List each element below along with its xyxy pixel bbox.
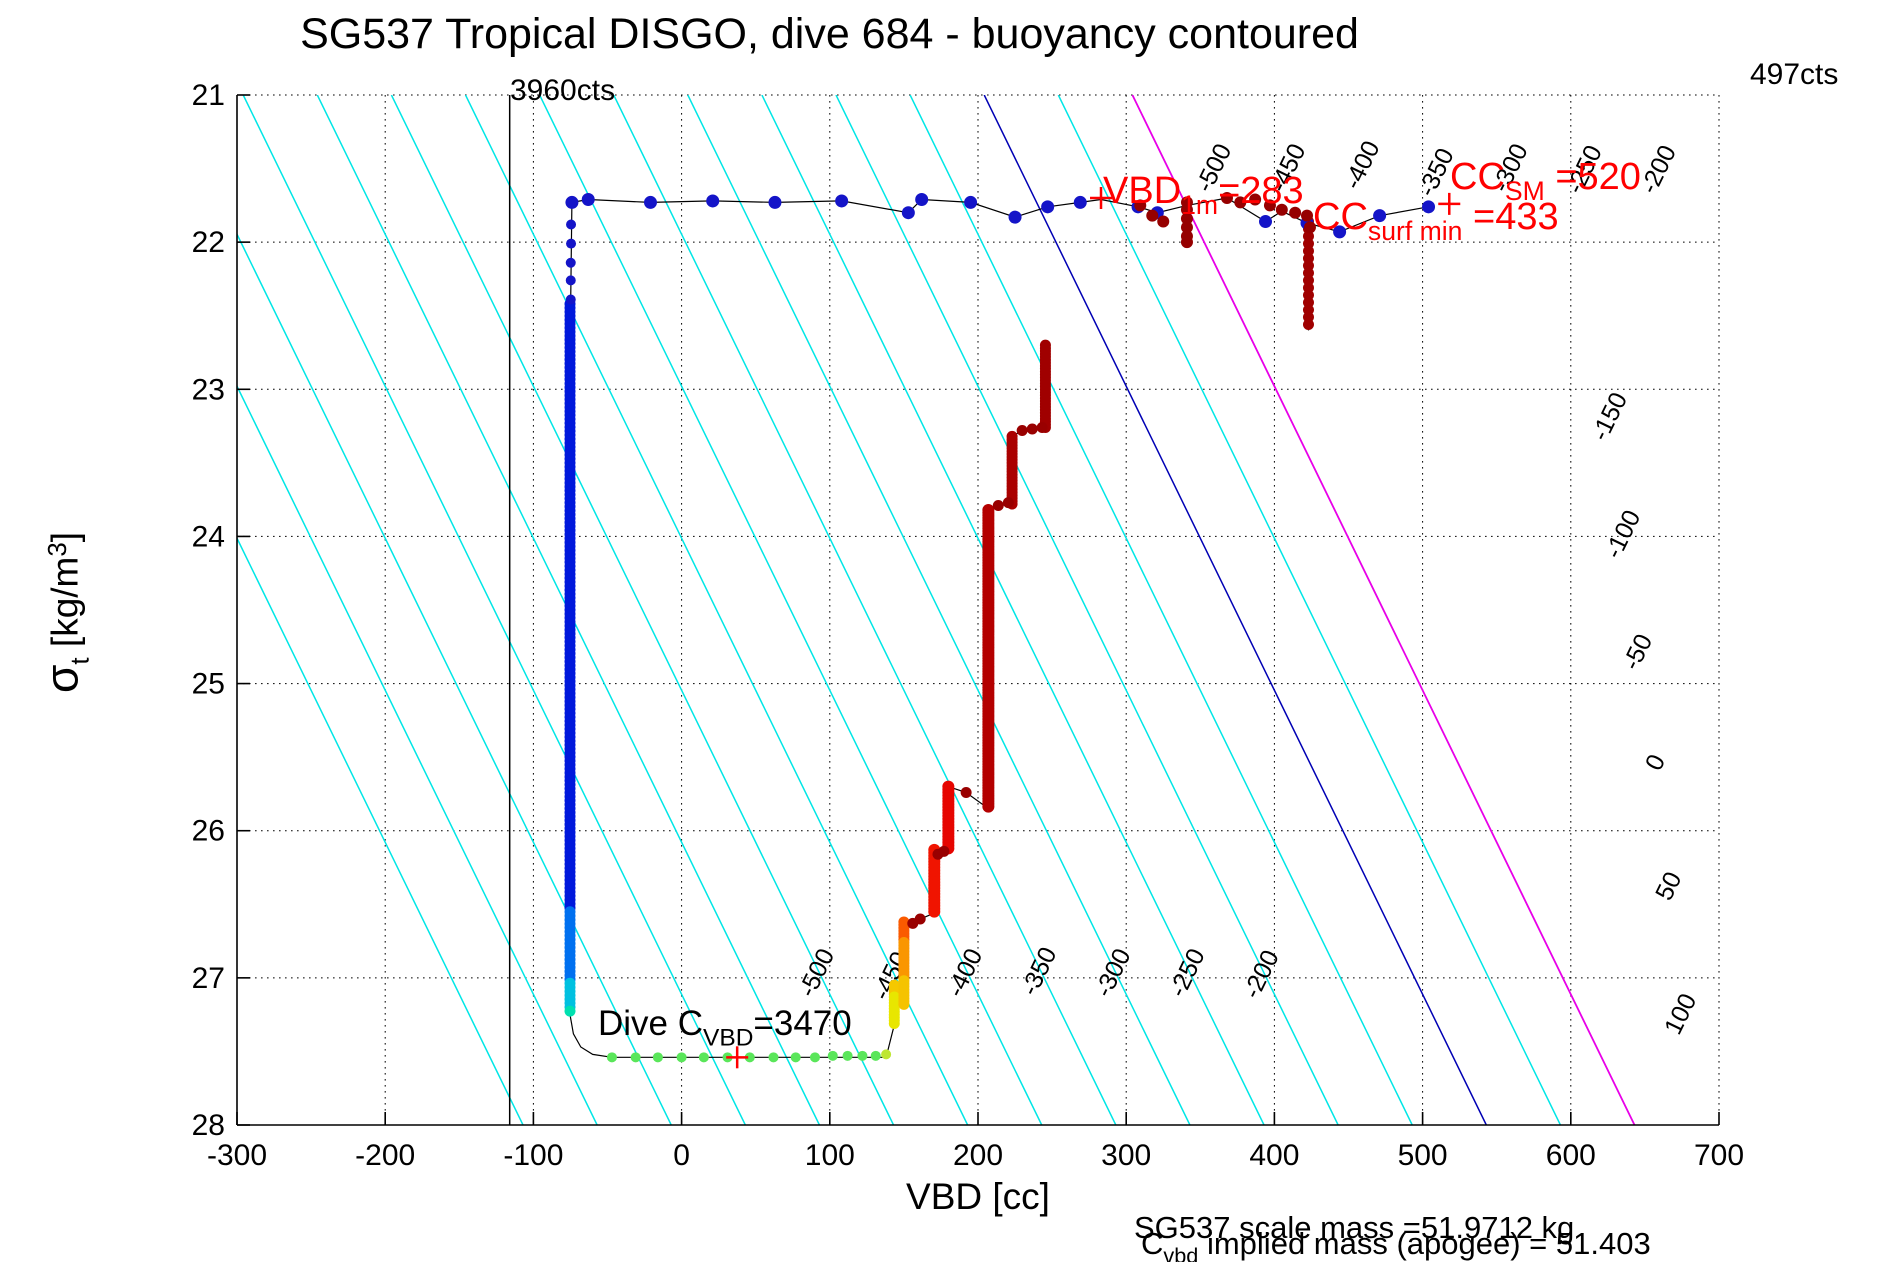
svg-text:100: 100 xyxy=(1659,989,1702,1039)
annotation-dive-cvbd: Dive CVBD=3470 xyxy=(598,1004,852,1052)
svg-text:0: 0 xyxy=(673,1139,690,1172)
buoyancy-contours xyxy=(237,95,1636,1125)
trajectory-lines xyxy=(569,197,1429,1058)
y-tick-labels: 21 22 23 24 25 26 27 28 xyxy=(192,79,225,1142)
annotation-cc-sm-value: =520 xyxy=(1555,156,1641,198)
annotation-vbd-1m-value: =283 xyxy=(1218,170,1304,212)
vbd-counts-left-label: 3960cts xyxy=(510,74,616,107)
annotation-cc-surf-value: =433 xyxy=(1473,196,1559,238)
annotation-cc-sm: CCSM =520 xyxy=(1450,156,1641,207)
svg-text:-500: -500 xyxy=(793,944,840,1001)
y-axis-label: σt [kg/m3] xyxy=(35,432,96,792)
y-axis-sigma: σ xyxy=(35,664,88,693)
svg-text:28: 28 xyxy=(192,1109,225,1142)
svg-text:700: 700 xyxy=(1694,1139,1744,1172)
svg-text:600: 600 xyxy=(1546,1139,1596,1172)
annotation-dive-value: =3470 xyxy=(753,1004,852,1043)
x-tick-labels: -300 -200 -100 0 100 200 300 400 500 600 700 xyxy=(207,1139,1744,1172)
svg-text:22: 22 xyxy=(192,226,225,259)
svg-text:-200: -200 xyxy=(355,1139,415,1172)
vbd-counts-right-label: 497cts xyxy=(1750,58,1839,91)
svg-text:-350: -350 xyxy=(1015,943,1062,1000)
series-bottom-green xyxy=(606,1050,881,1063)
y-axis-sigma-sub: t xyxy=(66,657,95,665)
svg-text:500: 500 xyxy=(1398,1139,1448,1172)
svg-text:-300: -300 xyxy=(1090,944,1137,1001)
series-surface-cluster-darkred xyxy=(1134,192,1316,249)
dive-profile-strands xyxy=(564,216,1314,1029)
svg-text:-100: -100 xyxy=(503,1139,563,1172)
implied-mass-c: C xyxy=(1141,1226,1164,1261)
annotation-dive-sub: VBD xyxy=(703,1024,754,1052)
series-descent-sparse xyxy=(565,219,577,305)
annotation-dive-text: Dive C xyxy=(598,1004,704,1043)
implied-mass-sub: vbd xyxy=(1163,1243,1199,1262)
svg-text:23: 23 xyxy=(192,373,225,406)
annotation-cc-surf-text: CC xyxy=(1313,196,1368,238)
scale-mass-text: SG537 scale mass =51.9712 kg xyxy=(1134,1210,1575,1245)
annotation-vbd-1m: VBD1m=283 xyxy=(1103,170,1304,221)
svg-text:0: 0 xyxy=(1640,750,1671,775)
svg-text:-150: -150 xyxy=(1586,388,1633,445)
svg-text:200: 200 xyxy=(953,1139,1003,1172)
implied-mass-text: Cvbd implied mass (apogee) = 51.403 xyxy=(1141,1226,1651,1262)
annotation-cc-sm-text: CC xyxy=(1450,156,1505,198)
annotation-cc-sm-sub: SM xyxy=(1504,176,1545,207)
svg-text:-400: -400 xyxy=(941,944,988,1001)
y-axis-units: [kg/m xyxy=(44,556,86,658)
svg-text:25: 25 xyxy=(192,668,225,701)
svg-text:26: 26 xyxy=(192,815,225,848)
plus-markers xyxy=(726,187,1461,1069)
svg-text:300: 300 xyxy=(1101,1139,1151,1172)
annotation-vbd-1m-text: VBD xyxy=(1103,170,1182,212)
annotation-cc-surf-min: CCsurf min =433 xyxy=(1313,196,1559,247)
grid-lines xyxy=(237,94,1720,1125)
svg-text:27: 27 xyxy=(192,962,225,995)
svg-text:24: 24 xyxy=(192,520,225,553)
annotation-cc-surf-sub: surf min xyxy=(1367,216,1463,247)
svg-text:400: 400 xyxy=(1249,1139,1299,1172)
svg-text:-400: -400 xyxy=(1339,136,1386,193)
series-climb-extra xyxy=(907,422,1048,929)
svg-text:50: 50 xyxy=(1650,867,1687,904)
y-axis-units-end: ] xyxy=(44,531,86,543)
y-axis-units-sup: 3 xyxy=(43,542,72,557)
svg-text:100: 100 xyxy=(805,1139,855,1172)
svg-text:-250: -250 xyxy=(1164,944,1211,1001)
svg-text:-200: -200 xyxy=(1238,946,1285,1003)
svg-text:-300: -300 xyxy=(207,1139,267,1172)
svg-text:-100: -100 xyxy=(1599,506,1646,563)
svg-text:21: 21 xyxy=(192,79,225,112)
svg-text:-200: -200 xyxy=(1635,141,1682,198)
series-bottom-tail xyxy=(881,1049,892,1060)
x-axis-label: VBD [cc] xyxy=(906,1176,1050,1217)
implied-mass-value: implied mass (apogee) = 51.403 xyxy=(1198,1226,1651,1261)
svg-text:-50: -50 xyxy=(1617,630,1658,675)
axes xyxy=(236,94,1720,1126)
annotation-vbd-1m-sub: 1m xyxy=(1181,190,1219,221)
chart-title: SG537 Tropical DISGO, dive 684 - buoyanc… xyxy=(300,10,1359,58)
